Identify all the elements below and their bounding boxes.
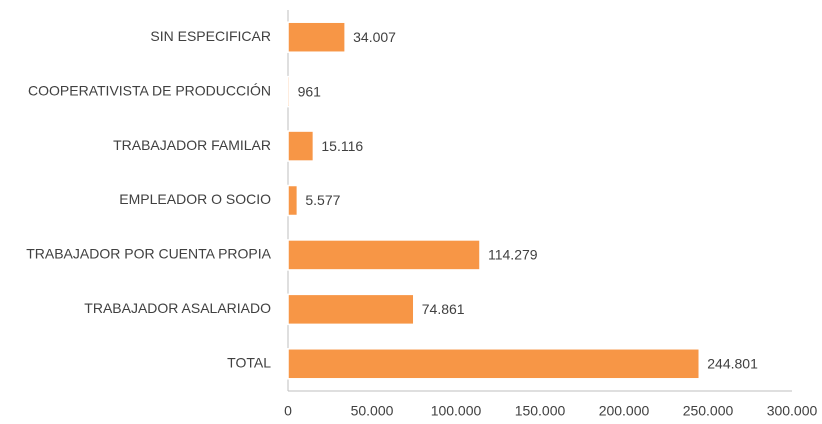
x-tick-label: 100.000 bbox=[431, 403, 482, 419]
x-tick-label: 250.000 bbox=[683, 403, 734, 419]
x-tick-label: 200.000 bbox=[599, 403, 650, 419]
data-label: 114.279 bbox=[488, 247, 538, 263]
y-tick-label: COOPERATIVISTA DE PRODUCCIÓN bbox=[28, 82, 271, 98]
data-label: 961 bbox=[298, 83, 322, 99]
x-tick-label: 300.000 bbox=[767, 403, 818, 419]
x-tick-label: 0 bbox=[284, 403, 292, 419]
y-tick-label: EMPLEADOR O SOCIO bbox=[119, 191, 271, 207]
data-label: 15.116 bbox=[321, 138, 363, 154]
data-label: 244.801 bbox=[707, 355, 758, 371]
data-label: 74.861 bbox=[422, 301, 465, 317]
data-label: 5.577 bbox=[305, 192, 340, 208]
data-label: 34.007 bbox=[353, 29, 396, 45]
bar bbox=[287, 21, 346, 53]
y-tick-label: SIN ESPECIFICAR bbox=[150, 28, 271, 44]
bar bbox=[287, 293, 415, 326]
bar bbox=[287, 130, 315, 162]
y-tick-label: TOTAL bbox=[227, 354, 271, 370]
bar bbox=[287, 348, 701, 380]
bar bbox=[287, 239, 481, 271]
x-tick-label: 150.000 bbox=[515, 403, 566, 419]
bar bbox=[287, 75, 291, 108]
bar bbox=[287, 184, 299, 217]
y-tick-label: TRABAJADOR FAMILAR bbox=[113, 137, 271, 153]
y-tick-label: TRABAJADOR ASALARIADO bbox=[84, 300, 271, 316]
y-tick-label: TRABAJADOR POR CUENTA PROPIA bbox=[26, 246, 271, 262]
x-tick-label: 50.000 bbox=[351, 403, 394, 419]
